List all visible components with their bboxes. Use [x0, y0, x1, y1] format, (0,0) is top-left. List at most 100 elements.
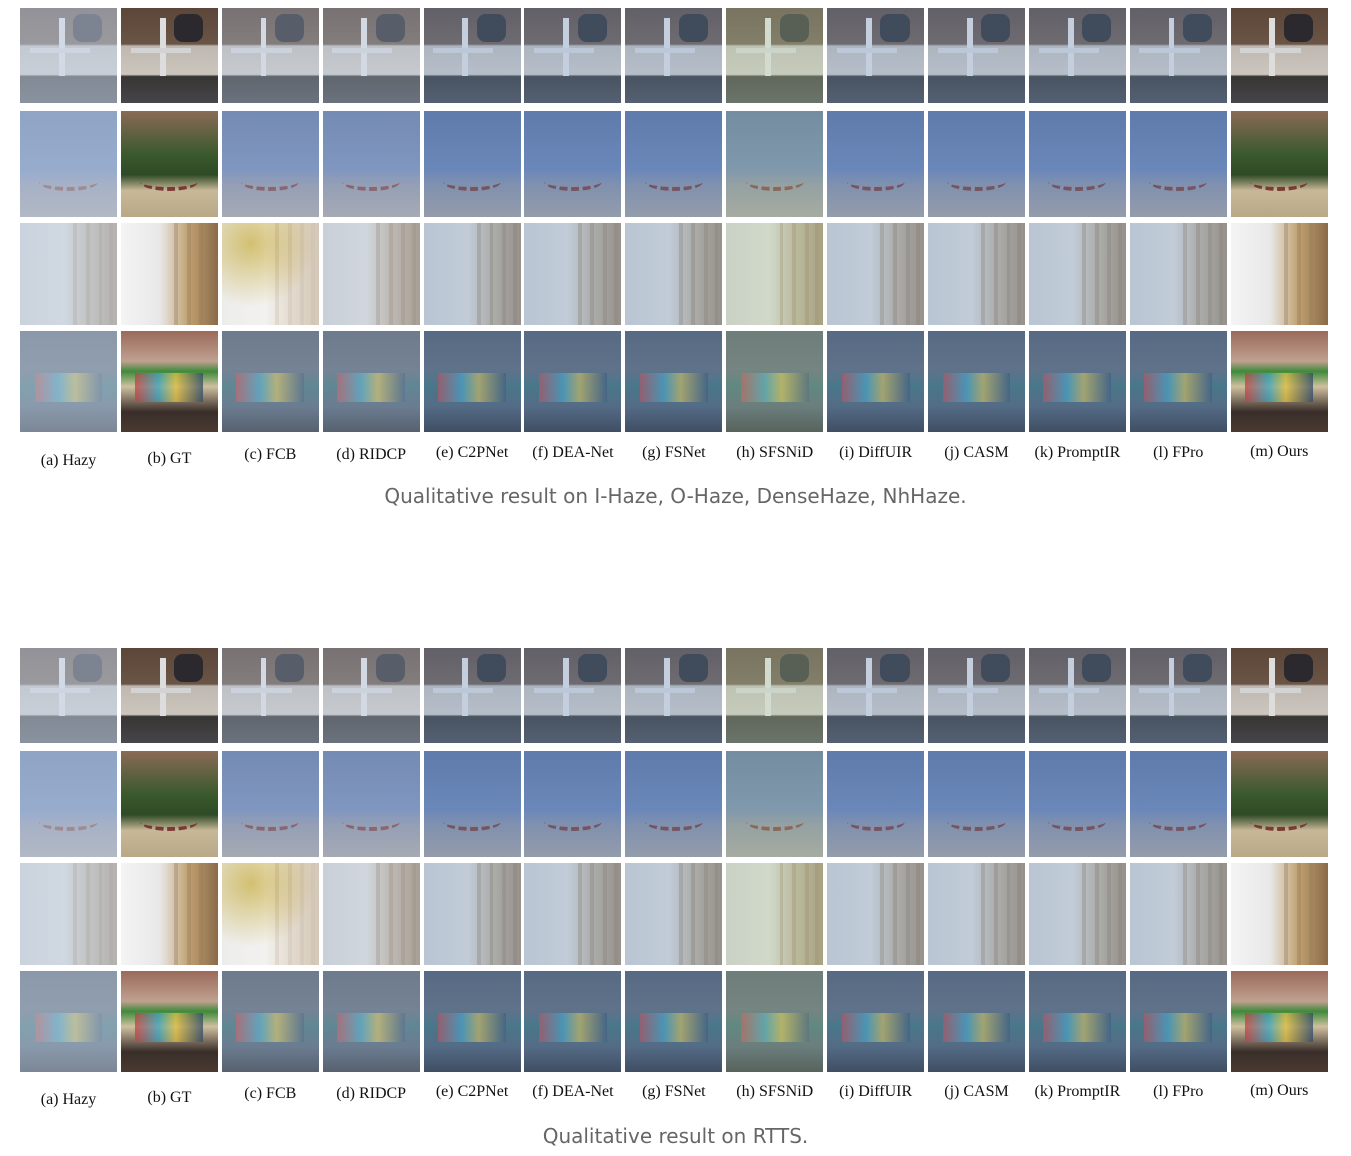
result-image	[1028, 111, 1126, 217]
method-label: (a) Hazy	[40, 1091, 97, 1108]
method-label: (d) RIDCP	[336, 446, 407, 463]
method-label: (f) DEA-Net	[532, 1083, 614, 1100]
method-label: (a) Hazy	[40, 452, 97, 469]
result-image	[120, 223, 218, 325]
result-image	[322, 971, 420, 1072]
result-image	[221, 648, 319, 743]
result-image	[1230, 971, 1328, 1072]
result-image	[524, 223, 622, 325]
method-label: (i) DiffUIR	[839, 444, 913, 461]
result-image	[322, 8, 420, 103]
result-image	[928, 971, 1026, 1072]
method-label: (e) C2PNet	[435, 444, 509, 461]
result-image	[625, 971, 723, 1072]
method-label: (i) DiffUIR	[839, 1083, 913, 1100]
result-image	[20, 648, 117, 743]
method-label: (j) CASM	[944, 1083, 1009, 1100]
result-image	[928, 648, 1026, 743]
result-image	[1230, 8, 1328, 103]
result-image	[20, 111, 117, 217]
image-grid	[20, 8, 1330, 433]
result-image	[928, 751, 1026, 857]
figure-1: (a) Hazy (b) GT (c) FCB (d) RIDCP (e) C2PNet…	[0, 0, 1351, 520]
result-image	[423, 111, 521, 217]
result-image	[423, 648, 521, 743]
result-image	[928, 111, 1026, 217]
result-image	[120, 648, 218, 743]
result-image	[1028, 648, 1126, 743]
result-image	[120, 751, 218, 857]
result-image	[625, 648, 723, 743]
result-image	[1129, 111, 1227, 217]
method-labels: (a) Hazy (b) GT (c) FCB (d) RIDCP (e) C2PNet…	[20, 443, 1330, 469]
result-image	[1028, 863, 1126, 965]
result-image	[322, 223, 420, 325]
result-image	[1230, 751, 1328, 857]
method-label: (d) RIDCP	[336, 1085, 407, 1102]
method-label: (m) Ours	[1250, 1082, 1309, 1099]
result-image	[1129, 751, 1227, 857]
result-image	[524, 331, 622, 432]
result-image	[726, 223, 824, 325]
result-image	[625, 111, 723, 217]
result-image	[1028, 8, 1126, 103]
result-image	[322, 331, 420, 432]
result-image	[221, 863, 319, 965]
result-image	[20, 863, 117, 965]
method-label: (l) FPro	[1153, 444, 1204, 461]
result-image	[120, 971, 218, 1072]
image-row	[20, 971, 1330, 1072]
result-image	[1129, 863, 1227, 965]
result-image	[221, 331, 319, 432]
method-label: (e) C2PNet	[435, 1083, 509, 1100]
result-image	[928, 331, 1026, 432]
result-image	[423, 223, 521, 325]
result-image	[827, 863, 925, 965]
result-image	[120, 331, 218, 432]
result-image	[1028, 223, 1126, 325]
method-label: (g) FSNet	[642, 444, 706, 461]
result-image	[423, 331, 521, 432]
method-label: (g) FSNet	[642, 1083, 706, 1100]
result-image	[120, 863, 218, 965]
result-image	[625, 223, 723, 325]
method-label: (b) GT	[147, 1089, 192, 1106]
result-image	[322, 863, 420, 965]
result-image	[1230, 331, 1328, 432]
result-image	[726, 863, 824, 965]
result-image	[221, 223, 319, 325]
result-image	[625, 751, 723, 857]
method-label: (l) FPro	[1153, 1083, 1204, 1100]
result-image	[726, 648, 824, 743]
image-row	[20, 648, 1330, 743]
figure-2: (a) Hazy (b) GT (c) FCB (d) RIDCP (e) C2PNet…	[0, 640, 1351, 1156]
method-label: (m) Ours	[1250, 443, 1309, 460]
result-image	[1129, 331, 1227, 432]
result-image	[423, 751, 521, 857]
figure-caption: Qualitative result on I-Haze, O-Haze, De…	[384, 484, 967, 508]
image-row	[20, 111, 1330, 217]
result-image	[423, 971, 521, 1072]
image-row	[20, 863, 1330, 965]
result-image	[221, 8, 319, 103]
result-image	[625, 331, 723, 432]
method-label: (c) FCB	[244, 1085, 297, 1102]
image-row	[20, 8, 1330, 103]
result-image	[20, 751, 117, 857]
result-image	[827, 111, 925, 217]
method-label: (b) GT	[147, 450, 192, 467]
result-image	[726, 8, 824, 103]
method-label: (h) SFSNiD	[736, 1083, 814, 1100]
result-image	[726, 111, 824, 217]
result-image	[20, 8, 117, 103]
result-image	[726, 331, 824, 432]
result-image	[524, 111, 622, 217]
result-image	[1028, 331, 1126, 432]
result-image	[1129, 648, 1227, 743]
result-image	[221, 751, 319, 857]
method-labels: (a) Hazy (b) GT (c) FCB (d) RIDCP (e) C2PNet…	[20, 1082, 1330, 1108]
result-image	[423, 8, 521, 103]
result-image	[1230, 111, 1328, 217]
result-image	[221, 111, 319, 217]
result-image	[928, 863, 1026, 965]
